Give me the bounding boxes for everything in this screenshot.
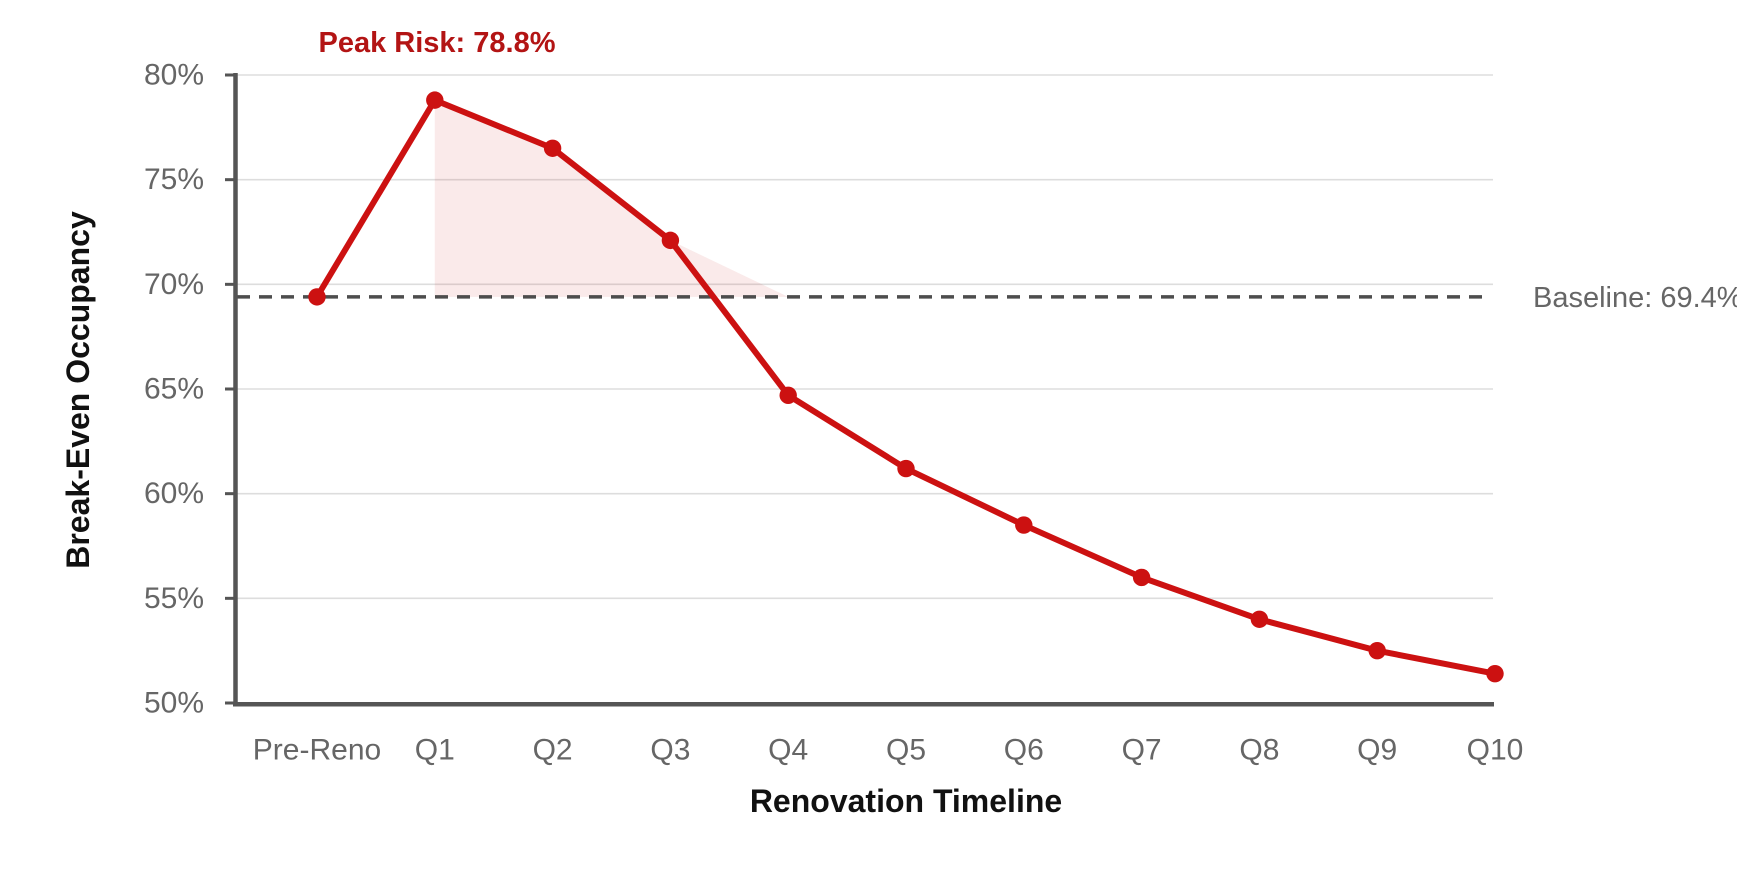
x-axis-tick-label: Q7 (1122, 734, 1162, 767)
risk-area-fill (434, 100, 789, 297)
data-point-q7 (1132, 568, 1151, 587)
data-point-q9 (1368, 641, 1386, 660)
x-axis-tick-label: Q5 (886, 734, 926, 767)
data-point-q5 (897, 459, 915, 478)
data-point-q6 (1015, 516, 1033, 534)
data-point-q2 (543, 139, 562, 157)
y-axis-tick-label: 50% (144, 687, 204, 720)
data-point-q8 (1250, 610, 1269, 628)
x-axis-tick-label: Q2 (533, 734, 573, 767)
y-axis-tick-label: 55% (144, 582, 204, 615)
y-axis-title: Break-Even Occupancy (60, 211, 96, 569)
x-axis-title: Renovation Timeline (750, 783, 1062, 819)
x-axis-tick-label: Q8 (1239, 734, 1279, 767)
data-point-pre-reno (308, 288, 326, 306)
x-axis-tick-label: Q4 (768, 734, 808, 767)
y-axis-tick-label: 70% (144, 268, 204, 301)
x-axis-tick-label: Q3 (650, 734, 690, 767)
series-layer (308, 91, 1504, 683)
data-point-q4 (779, 386, 797, 404)
x-axis-tick-label: Pre-Reno (253, 734, 381, 767)
data-point-q1 (426, 91, 444, 109)
gridline-layer (237, 74, 1493, 600)
x-axis-tick-label: Q10 (1467, 734, 1524, 767)
risk-area-layer (434, 100, 789, 297)
y-axis-tick-label: 60% (144, 477, 204, 510)
y-axis-tick-label: 65% (144, 373, 204, 406)
data-point-q10 (1486, 664, 1504, 683)
data-point-q3 (661, 231, 680, 250)
baseline-label: Baseline: 69.4% (1533, 282, 1737, 314)
x-axis-tick-label: Q9 (1357, 734, 1397, 767)
peak-risk-annotation: Peak Risk: 78.8% (319, 27, 556, 59)
x-axis-tick-label: Q1 (415, 734, 455, 767)
x-axis-tick-label: Q6 (1004, 734, 1044, 767)
axis-spine-layer (225, 73, 1494, 707)
y-axis-tick-label: 75% (144, 163, 204, 196)
tick-label-layer: 50% 55% 60% 65% 70% 75% 80% Pre-Reno Q1 Q2 Q3 Q4 Q5 Q… (144, 59, 1523, 767)
y-axis-tick-label: 80% (144, 59, 204, 92)
